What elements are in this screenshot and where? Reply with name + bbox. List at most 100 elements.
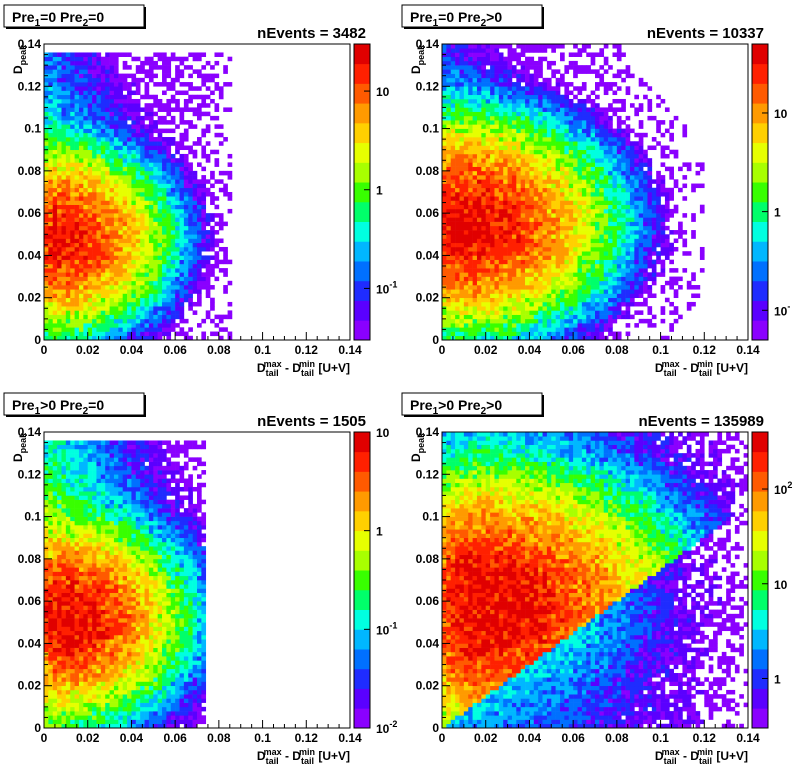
- heatmap-cell: [183, 153, 189, 159]
- heatmap-cell: [78, 65, 84, 70]
- heatmap-cell: [61, 323, 67, 328]
- heatmap-cell: [61, 158, 67, 163]
- heatmap-cell: [192, 183, 198, 189]
- heatmap-cell: [555, 77, 561, 83]
- heatmap-cell: [525, 128, 530, 134]
- heatmap-cell: [577, 242, 583, 248]
- heatmap-cell: [70, 217, 75, 222]
- heatmap-cell: [568, 285, 574, 290]
- heatmap-cell: [96, 149, 102, 155]
- heatmap-cell: [525, 153, 530, 159]
- heatmap-cell: [166, 213, 172, 218]
- heatmap-cell: [455, 141, 460, 146]
- heatmap-cell: [83, 318, 89, 324]
- heatmap-cell: [468, 259, 473, 265]
- heatmap-cell: [92, 221, 97, 227]
- heatmap-cell: [551, 213, 556, 218]
- heatmap-cell: [127, 187, 132, 193]
- heatmap-cell: [78, 115, 84, 121]
- heatmap-cell: [83, 86, 89, 91]
- heatmap-cell: [564, 141, 570, 146]
- heatmap-cell: [118, 301, 123, 307]
- heatmap-cell: [78, 238, 84, 244]
- heatmap-cell: [78, 137, 84, 142]
- heatmap-cell: [590, 170, 596, 176]
- heatmap-cell: [555, 82, 561, 87]
- heatmap-cell: [113, 293, 119, 299]
- heatmap-cell: [542, 204, 548, 210]
- heatmap-cell: [188, 255, 193, 260]
- heatmap-cell: [529, 94, 535, 100]
- heatmap-cell: [70, 56, 75, 62]
- heatmap-cell: [205, 60, 211, 66]
- heatmap-cell: [463, 69, 469, 74]
- heatmap-cell: [148, 276, 154, 282]
- heatmap-cell: [595, 170, 600, 176]
- heatmap-cell: [87, 120, 93, 125]
- heatmap-cell: [74, 263, 80, 269]
- heatmap-cell: [551, 86, 556, 91]
- heatmap-cell: [57, 82, 62, 87]
- heatmap-cell: [520, 187, 526, 193]
- heatmap-cell: [538, 175, 543, 180]
- heatmap-cell: [170, 175, 176, 180]
- heatmap-cell: [83, 246, 89, 252]
- heatmap-cell: [450, 263, 456, 269]
- heatmap-cell: [83, 120, 89, 125]
- heatmap-cell: [153, 170, 158, 176]
- heatmap-cell: [595, 285, 600, 290]
- heatmap-cell: [122, 314, 128, 320]
- heatmap-cell: [166, 158, 172, 163]
- heatmap-cell: [118, 170, 123, 176]
- heatmap-cell: [481, 234, 487, 239]
- heatmap-cell: [83, 124, 89, 129]
- heatmap-cell: [48, 331, 54, 337]
- heatmap-cell: [555, 107, 561, 112]
- heatmap-cell: [131, 183, 137, 189]
- heatmap-cell: [157, 301, 163, 307]
- heatmap-cell: [581, 170, 587, 176]
- heatmap-cell: [140, 327, 145, 332]
- heatmap-cell: [463, 306, 469, 311]
- heatmap-cell: [595, 158, 600, 163]
- heatmap-cell: [197, 230, 202, 235]
- heatmap-cell: [188, 162, 193, 167]
- heatmap-cell: [525, 255, 530, 260]
- heatmap-cell: [568, 141, 574, 146]
- heatmap-cell: [455, 56, 460, 62]
- heatmap-cell: [70, 221, 75, 227]
- heatmap-cell: [498, 86, 504, 91]
- heatmap-cell: [538, 44, 543, 49]
- heatmap-cell: [525, 77, 530, 83]
- heatmap-cell: [188, 166, 193, 172]
- heatmap-cell: [144, 225, 150, 231]
- heatmap-cell: [564, 124, 570, 129]
- heatmap-cell: [476, 196, 482, 201]
- heatmap-cell: [166, 335, 172, 341]
- heatmap-cell: [96, 251, 102, 256]
- heatmap-cell: [78, 60, 84, 66]
- heatmap-cell: [44, 276, 49, 282]
- heatmap-cell: [507, 187, 513, 193]
- heatmap-cell: [218, 86, 224, 91]
- heatmap-cell: [586, 221, 591, 227]
- heatmap-cell: [166, 301, 172, 307]
- heatmap-cell: [109, 331, 115, 337]
- heatmap-cell: [586, 124, 591, 129]
- heatmap-cell: [201, 213, 207, 218]
- heatmap-cell: [210, 213, 215, 218]
- heatmap-cell: [188, 82, 193, 87]
- heatmap-cell: [57, 221, 62, 227]
- heatmap-cell: [485, 238, 491, 244]
- heatmap-cell: [507, 285, 513, 290]
- heatmap-cell: [481, 200, 487, 205]
- heatmap-cell: [96, 132, 102, 138]
- heatmap-cell: [179, 314, 185, 320]
- heatmap-cell: [595, 153, 600, 159]
- heatmap-cell: [87, 331, 93, 337]
- heatmap-cell: [555, 175, 561, 180]
- heatmap-cell: [162, 187, 167, 193]
- heatmap-cell: [61, 170, 67, 176]
- heatmap-cell: [52, 217, 58, 222]
- heatmap-cell: [183, 196, 189, 201]
